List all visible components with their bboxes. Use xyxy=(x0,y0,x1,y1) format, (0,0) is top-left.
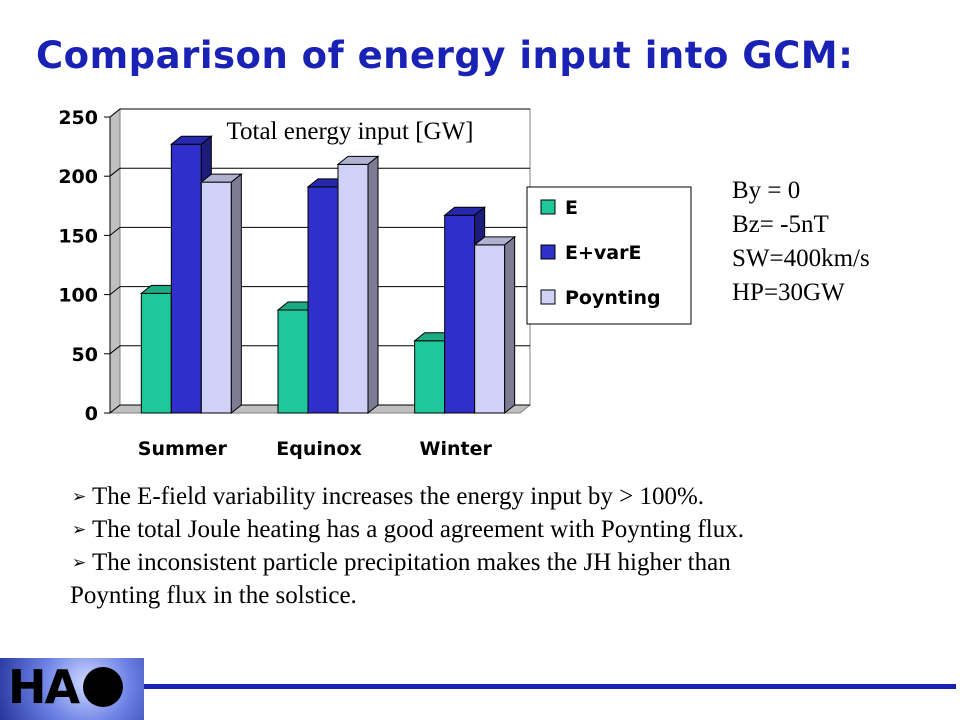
gridline-side xyxy=(109,167,121,177)
bullet-text: The inconsistent particle precipitation … xyxy=(92,549,731,576)
bar-poynting xyxy=(337,163,369,414)
y-tick-label: 100 xyxy=(58,285,98,307)
slide-title: Comparison of energy input into GCM: xyxy=(36,34,854,77)
bar-side xyxy=(367,155,379,415)
bar-side xyxy=(230,173,242,415)
bar-side xyxy=(504,235,516,415)
y-tick-label: 200 xyxy=(58,166,98,188)
chart-title: Total energy input [GW] xyxy=(226,118,473,145)
gridline-side xyxy=(109,108,121,118)
x-category-label: Winter xyxy=(419,438,492,460)
legend-label: E xyxy=(565,197,578,219)
param-sw: SW=400km/s xyxy=(732,245,870,272)
param-by: By = 0 xyxy=(732,177,801,204)
gridline-side xyxy=(109,404,121,414)
legend-swatch xyxy=(540,244,556,260)
legend-swatch xyxy=(540,289,556,305)
param-bz: Bz= -5nT xyxy=(732,211,829,238)
y-tick-label: 250 xyxy=(58,107,98,129)
bar-e-vare xyxy=(444,214,476,414)
gridline-side xyxy=(109,345,121,355)
plot-side-wall xyxy=(109,107,121,415)
gridline-side xyxy=(109,286,121,295)
legend-label: E+varE xyxy=(565,242,641,264)
bullet-text: The E-field variability increases the en… xyxy=(92,483,705,510)
y-tick-label: 50 xyxy=(72,344,98,366)
x-category-label: Summer xyxy=(138,438,228,460)
bullet-list: ➢ The E-field variability increases the e… xyxy=(70,480,952,612)
bar-e-vare xyxy=(307,186,339,414)
footer-divider xyxy=(144,684,956,689)
y-tick-label: 150 xyxy=(58,225,98,247)
bullet-item: ➢ The E-field variability increases the e… xyxy=(72,480,952,513)
arrow-bullet-icon: ➢ xyxy=(72,520,87,539)
arrow-bullet-icon: ➢ xyxy=(72,487,87,506)
bar-poynting xyxy=(200,181,232,414)
x-category-label: Equinox xyxy=(276,438,361,460)
legend-swatch xyxy=(540,199,556,215)
y-tick-label: 0 xyxy=(85,403,98,425)
legend-label: Poynting xyxy=(565,287,661,309)
bullet-item: ➢ The inconsistent particle precipitation… xyxy=(72,546,952,579)
bar-poynting xyxy=(474,244,506,414)
bullet-item: ➢ The total Joule heating has a good agre… xyxy=(72,513,952,546)
bar-e xyxy=(140,292,172,414)
bullet-continuation: Poynting flux in the solstice. xyxy=(70,579,952,612)
bar-e-vare xyxy=(170,143,202,414)
arrow-bullet-icon: ➢ xyxy=(72,553,87,572)
logo-sphere-icon xyxy=(83,667,123,707)
parameter-list: By = 0 Bz= -5nT SW=400km/s HP=30GW xyxy=(732,174,870,310)
bullet-text: Poynting flux in the solstice. xyxy=(70,582,357,609)
bar-e xyxy=(414,340,446,414)
bar-chart: 0 50 100 150 200 250 Summer Equinox Winter Total … xyxy=(58,107,692,460)
bullet-text: The total Joule heating has a good agree… xyxy=(92,516,744,543)
gridline-side xyxy=(109,227,121,236)
param-hp: HP=30GW xyxy=(732,279,845,306)
bar-e xyxy=(277,309,309,414)
logo: HA xyxy=(8,660,80,714)
